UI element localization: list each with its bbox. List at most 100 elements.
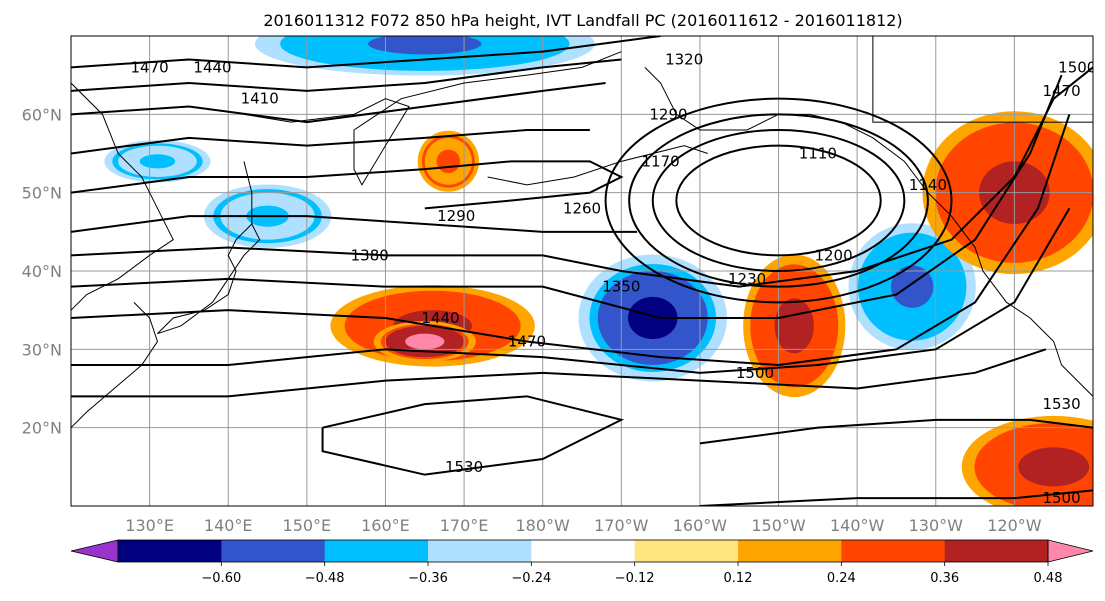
colorbar-tick-label: −0.36 bbox=[408, 571, 448, 586]
lon-tick-label: 170°W bbox=[594, 516, 649, 535]
colorbar-segment bbox=[531, 540, 636, 562]
height-contour bbox=[71, 348, 1047, 398]
contour-label: 1350 bbox=[602, 278, 640, 296]
border-box bbox=[872, 36, 1093, 123]
height-contour bbox=[71, 74, 1063, 319]
ivt-pc-patch bbox=[1018, 447, 1090, 487]
height-contours bbox=[71, 36, 1093, 506]
coastline bbox=[71, 301, 159, 429]
ivt-pc-patch bbox=[436, 149, 461, 174]
lon-tick-label: 160°E bbox=[361, 516, 410, 535]
lat-tick-label: 60°N bbox=[22, 105, 62, 124]
colorbar-tick-label: 0.36 bbox=[930, 571, 959, 586]
contour-label: 1260 bbox=[563, 199, 601, 217]
ivt-pc-patch bbox=[774, 298, 814, 354]
height-contour-low bbox=[675, 144, 882, 257]
height-contour-low bbox=[628, 113, 929, 288]
lon-tick-label: 180°W bbox=[516, 516, 571, 535]
lon-tick-label: 150°W bbox=[751, 516, 806, 535]
height-contour bbox=[71, 58, 622, 92]
contour-label: 1380 bbox=[351, 246, 389, 264]
lat-tick-label: 50°N bbox=[22, 184, 62, 203]
map-title: 2016011312 F072 850 hPa height, IVT Land… bbox=[263, 11, 902, 30]
height-contour-low bbox=[651, 129, 906, 272]
height-contour bbox=[71, 66, 1093, 288]
contour-label: 1170 bbox=[642, 152, 680, 170]
contour-label: 1500 bbox=[1058, 58, 1096, 76]
lat-tick-label: 30°N bbox=[22, 340, 62, 359]
height-contour bbox=[321, 395, 625, 476]
contour-label: 1500 bbox=[1042, 489, 1080, 507]
colorbar-segment bbox=[944, 540, 1049, 562]
contour-label: 1500 bbox=[736, 364, 774, 382]
colorbar-segment bbox=[634, 540, 739, 562]
colorbar-outline bbox=[117, 539, 1049, 563]
colorbar-segment bbox=[738, 540, 842, 562]
lon-tick-label: 130°E bbox=[125, 516, 174, 535]
contour-labels: 1470 1440 1410 1320 1290 1170 1110 1140 1260 1290… bbox=[131, 51, 1096, 507]
colorbar-segment bbox=[324, 540, 429, 562]
lon-tick-label: 140°E bbox=[204, 516, 253, 535]
contour-label: 1320 bbox=[665, 51, 703, 69]
lon-tick-label: 130°W bbox=[909, 516, 964, 535]
coastlines bbox=[71, 36, 1093, 429]
contour-label: 1440 bbox=[421, 309, 459, 327]
height-contour bbox=[71, 36, 661, 69]
lat-tick-label: 40°N bbox=[22, 262, 62, 281]
lon-tick-label: 150°E bbox=[283, 516, 332, 535]
contour-label: 1110 bbox=[799, 145, 837, 163]
colorbar-tick-label: 0.24 bbox=[827, 571, 856, 586]
colorbar-tick-label: −0.24 bbox=[511, 571, 551, 586]
ivt-pc-patch bbox=[139, 154, 176, 169]
colorbar-segment bbox=[428, 540, 532, 562]
contour-label: 1230 bbox=[728, 270, 766, 288]
colorbar: −0.60 −0.48 −0.36 −0.24 −0.12 0.12 0.24 0.36 0.4… bbox=[70, 539, 1094, 586]
coastline bbox=[644, 66, 1093, 397]
ivt-pc-patch bbox=[627, 296, 678, 340]
height-contour bbox=[71, 207, 1071, 374]
map-frame bbox=[70, 35, 1094, 507]
ivt-pc-patch bbox=[368, 36, 482, 55]
colorbar-segment bbox=[118, 540, 222, 562]
height-contour bbox=[71, 114, 1071, 367]
contour-label: 1440 bbox=[193, 58, 231, 76]
height-contour bbox=[71, 129, 590, 155]
colorbar-tick-label: 0.48 bbox=[1034, 571, 1063, 586]
colorbar-tick-label: −0.48 bbox=[305, 571, 345, 586]
coastline bbox=[157, 223, 261, 335]
ivt-pc-patch bbox=[890, 265, 934, 308]
lon-tick-label: 140°W bbox=[830, 516, 885, 535]
contour-label: 1410 bbox=[241, 90, 279, 108]
coastline bbox=[487, 145, 708, 186]
lon-tick-label: 160°W bbox=[673, 516, 728, 535]
coastline bbox=[243, 51, 622, 186]
height-contour bbox=[699, 418, 1093, 445]
colorbar-tick-label: 0.12 bbox=[724, 571, 753, 586]
height-contour bbox=[699, 489, 1093, 506]
height-contour bbox=[71, 215, 638, 233]
lon-tick-label: 170°E bbox=[440, 516, 489, 535]
height-contour bbox=[71, 160, 624, 210]
contour-label: 1470 bbox=[508, 333, 546, 351]
colorbar-segment bbox=[841, 540, 946, 562]
contour-label: 1290 bbox=[437, 207, 475, 225]
contour-label: 1470 bbox=[131, 58, 169, 76]
colorbar-segment bbox=[221, 540, 326, 562]
lat-tick-label: 20°N bbox=[22, 419, 62, 438]
axis-tick-labels: 130°E 140°E 150°E 160°E 170°E 180°W 170°W 160°W… bbox=[22, 105, 1042, 535]
contour-label: 1290 bbox=[649, 105, 687, 123]
lon-tick-label: 120°W bbox=[987, 516, 1042, 535]
height-contour bbox=[71, 82, 606, 124]
coastline bbox=[71, 82, 174, 311]
colorbar-tick-label: −0.12 bbox=[615, 571, 655, 586]
colorbar-extend-low bbox=[70, 539, 119, 563]
contour-label: 1530 bbox=[1042, 395, 1080, 413]
contour-label: 1530 bbox=[445, 458, 483, 476]
height-contour-low bbox=[604, 97, 953, 304]
contour-label: 1140 bbox=[909, 176, 947, 194]
coastline bbox=[243, 161, 253, 224]
ivt-pc-patch bbox=[405, 333, 445, 350]
contour-label: 1200 bbox=[814, 246, 852, 264]
colorbar-extend-high bbox=[1047, 539, 1094, 563]
